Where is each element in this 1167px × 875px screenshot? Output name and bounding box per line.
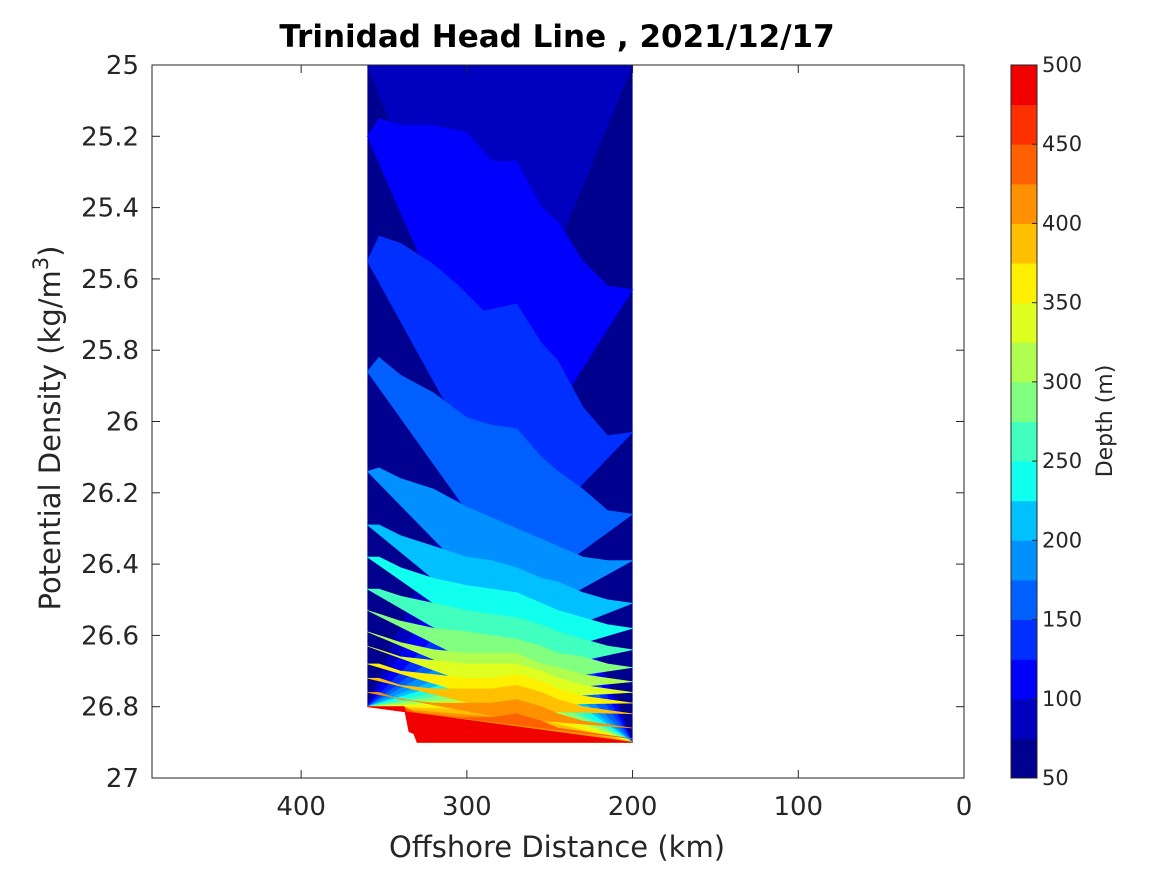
chart-title: Trinidad Head Line , 2021/12/17 bbox=[279, 19, 834, 55]
y-tick-label: 25.6 bbox=[81, 265, 139, 295]
y-tick-label: 26.8 bbox=[81, 693, 139, 723]
colorbar-segment bbox=[1011, 738, 1037, 779]
colorbar-segment bbox=[1011, 421, 1037, 462]
y-tick-label: 27 bbox=[106, 764, 139, 794]
colorbar-tick-label: 50 bbox=[1042, 766, 1069, 790]
y-axis-title-main: Potential Density (kg/m bbox=[33, 270, 67, 610]
colorbar-tick-label: 500 bbox=[1042, 53, 1082, 77]
y-tick-label: 25.4 bbox=[81, 194, 139, 224]
y-axis-title: Potential Density (kg/m3) bbox=[29, 246, 67, 611]
axis-ticks: 400 300 200 100 0 25 25.2 25.4 25.6 25.8 26 26.2 26.… bbox=[81, 51, 972, 822]
y-tick-label: 26.2 bbox=[81, 479, 139, 509]
contour-band-475 bbox=[367, 706, 633, 743]
x-tick-label: 100 bbox=[773, 792, 823, 822]
colorbar-segment bbox=[1011, 263, 1037, 304]
y-axis-title-close: ) bbox=[33, 246, 67, 257]
colorbar-segment bbox=[1011, 104, 1037, 145]
colorbar-tick-label: 200 bbox=[1042, 528, 1082, 552]
y-axis-title-superscript: 3 bbox=[29, 257, 53, 270]
colorbar-segment bbox=[1011, 302, 1037, 343]
x-tick-label: 0 bbox=[956, 792, 973, 822]
x-axis-title: Offshore Distance (km) bbox=[389, 830, 725, 864]
colorbar-segment bbox=[1011, 540, 1037, 581]
y-tick-label: 26 bbox=[106, 408, 139, 438]
x-tick-label: 400 bbox=[276, 792, 326, 822]
y-tick-label: 25.8 bbox=[81, 336, 139, 366]
contour-fill-layer bbox=[366, 64, 634, 743]
colorbar-segment bbox=[1011, 342, 1037, 383]
colorbar-segment bbox=[1011, 144, 1037, 185]
colorbar: 50 100 150 200 250 300 350 400 450 500 bbox=[1010, 53, 1082, 790]
colorbar-tick-label: 150 bbox=[1042, 608, 1082, 632]
x-tick-label: 200 bbox=[608, 792, 658, 822]
colorbar-segment bbox=[1011, 619, 1037, 660]
colorbar-tick-label: 300 bbox=[1042, 370, 1082, 394]
colorbar-segment bbox=[1011, 65, 1037, 106]
colorbar-tick-label: 100 bbox=[1042, 687, 1082, 711]
colorbar-segment bbox=[1011, 381, 1037, 422]
y-tick-label: 25.2 bbox=[81, 122, 139, 152]
colorbar-tick-label: 450 bbox=[1042, 132, 1082, 156]
colorbar-segment bbox=[1011, 500, 1037, 541]
y-tick-label: 26.4 bbox=[81, 550, 139, 580]
colorbar-frame bbox=[1010, 64, 1038, 779]
x-tick-label: 300 bbox=[442, 792, 492, 822]
colorbar-title: Depth (m) bbox=[1093, 365, 1118, 478]
colorbar-tick-label: 400 bbox=[1042, 211, 1082, 235]
colorbar-segment bbox=[1011, 223, 1037, 264]
colorbar-segment bbox=[1011, 698, 1037, 739]
y-tick-label: 26.6 bbox=[81, 621, 139, 651]
y-tick-label: 25 bbox=[106, 51, 139, 81]
colorbar-tick-label: 350 bbox=[1042, 291, 1082, 315]
colorbar-segment bbox=[1011, 579, 1037, 621]
colorbar-segment bbox=[1011, 183, 1037, 224]
colorbar-segment bbox=[1011, 461, 1037, 502]
colorbar-segment bbox=[1011, 659, 1037, 700]
colorbar-tick-label: 250 bbox=[1042, 449, 1082, 473]
